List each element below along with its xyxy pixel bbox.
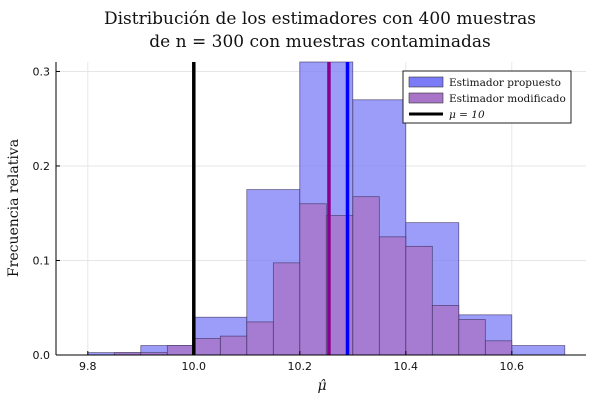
bar-series1-bin3 <box>193 338 221 356</box>
bar-series1-bin4 <box>219 335 248 356</box>
x-tick-label-0: 9.8 <box>79 360 97 373</box>
legend-swatch-propuesto <box>408 76 444 88</box>
x-tick-label-4: 10.6 <box>500 360 525 373</box>
bar-series1-bin10 <box>378 236 407 356</box>
reference-lines <box>192 62 350 355</box>
y-axis-label: Frecuencia relativa <box>6 139 22 277</box>
y-tick-label-1: 0.1 <box>33 254 51 267</box>
y-tick-label-2: 0.2 <box>33 160 51 173</box>
legend-swatch-modificado <box>408 92 444 104</box>
legend: Estimador propuesto Estimador modificado… <box>402 70 572 124</box>
bar-series1-bin11 <box>405 245 433 356</box>
axes <box>55 62 586 356</box>
bar-series1-bin9 <box>352 196 380 356</box>
chart-title-line1: Distribución de los estimadores con 400 … <box>104 9 536 29</box>
x-tick-label-2: 10.2 <box>288 360 313 373</box>
x-tick-label-1: 10.0 <box>182 360 207 373</box>
y-tick-label-0: 0.0 <box>33 349 51 362</box>
bar-series1-bin6 <box>272 262 301 356</box>
y-tick-label-3: 0.3 <box>33 65 51 78</box>
bar-series1-bin12 <box>431 305 460 356</box>
bar-series1-bin2 <box>166 345 195 356</box>
legend-label-modificado: Estimador modificado <box>449 93 566 105</box>
bar-series1-bin13 <box>458 319 486 356</box>
x-axis-label: μ̂ <box>317 378 326 394</box>
bar-series1-bin7 <box>299 203 327 356</box>
legend-label-propuesto: Estimador propuesto <box>449 77 561 89</box>
bar-series1-bin5 <box>246 321 274 356</box>
legend-label-mu: μ = 10 <box>449 109 485 121</box>
x-tick-label-3: 10.4 <box>394 360 419 373</box>
tick-labels: 9.8 10.0 10.2 10.4 10.6 0.0 0.1 0.2 0.3 <box>33 65 525 373</box>
bar-series1-bin14 <box>484 340 513 356</box>
bar-series0-bin8 <box>511 345 566 356</box>
chart-title-line2: de n = 300 con muestras contaminadas <box>149 32 490 52</box>
histogram-bars <box>87 61 566 356</box>
